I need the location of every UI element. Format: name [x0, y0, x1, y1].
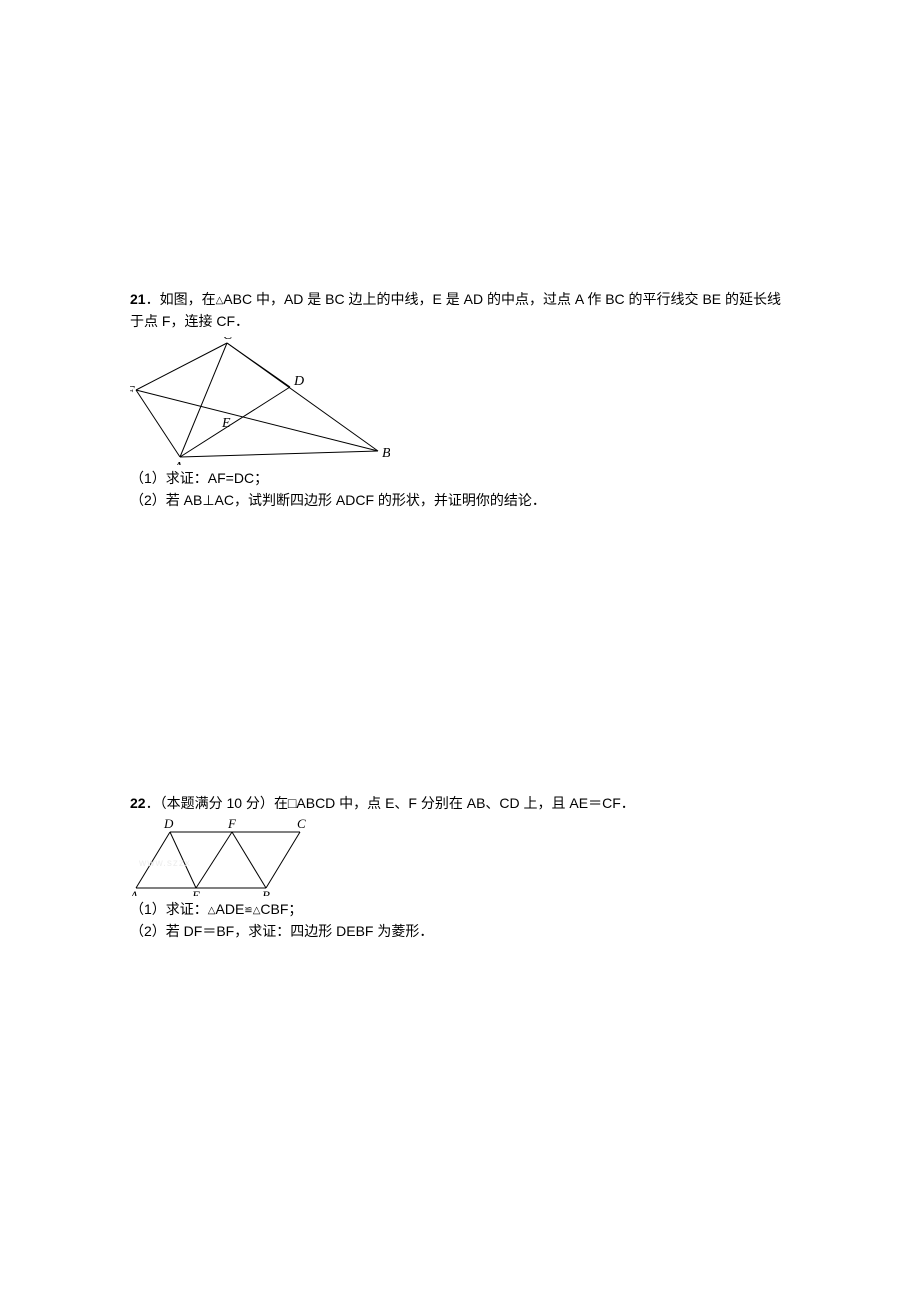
svg-text:C: C	[297, 818, 306, 831]
svg-text:B: B	[262, 888, 270, 896]
svg-text:E: E	[221, 416, 231, 431]
problem-22-figure: www.szzx A E B D F C	[130, 818, 790, 896]
page-content: 21．如图，在△ABC 中，AD 是 BC 边上的中线，E 是 AD 的中点，过…	[130, 288, 790, 943]
triangle-symbol: △	[208, 905, 216, 916]
problem-21-figure: F A C E D B	[130, 337, 790, 465]
problem-21-number: 21	[130, 291, 146, 307]
problem-21-intro: 21．如图，在△ABC 中，AD 是 BC 边上的中线，E 是 AD 的中点，过…	[130, 288, 790, 310]
problem-21-svg: F A C E D B	[130, 337, 390, 465]
svg-text:F: F	[227, 818, 237, 831]
problem-21-q1: （1）求证：AF=DC；	[130, 467, 790, 489]
problem-21-q2: （2）若 AB⊥AC，试判断四边形 ADCF 的形状，并证明你的结论．	[130, 489, 790, 511]
svg-text:F: F	[130, 384, 135, 399]
svg-text:D: D	[293, 374, 304, 389]
problem-22: 22．（本题满分 10 分）在□ABCD 中，点 E、F 分别在 AB、CD 上…	[130, 792, 790, 943]
problem-22-svg: A E B D F C	[130, 818, 330, 896]
svg-text:B: B	[382, 446, 390, 461]
svg-text:C: C	[223, 337, 233, 343]
problem-22-q2: （2）若 DF＝BF，求证：四边形 DEBF 为菱形．	[130, 920, 790, 942]
problem-21-intro-line2: 于点 F，连接 CF．	[130, 310, 790, 332]
congruent-symbol: ≌	[244, 905, 252, 916]
svg-text:D: D	[163, 818, 174, 831]
problem-21: 21．如图，在△ABC 中，AD 是 BC 边上的中线，E 是 AD 的中点，过…	[130, 288, 790, 512]
watermark-22: www.szzx	[139, 858, 191, 869]
svg-text:E: E	[191, 888, 200, 896]
problem-22-q1: （1）求证：△ADE≌△CBF；	[130, 898, 790, 920]
svg-text:A: A	[173, 460, 183, 465]
problem-22-number: 22	[130, 795, 146, 811]
problem-22-intro: 22．（本题满分 10 分）在□ABCD 中，点 E、F 分别在 AB、CD 上…	[130, 792, 790, 814]
svg-text:A: A	[130, 888, 138, 896]
